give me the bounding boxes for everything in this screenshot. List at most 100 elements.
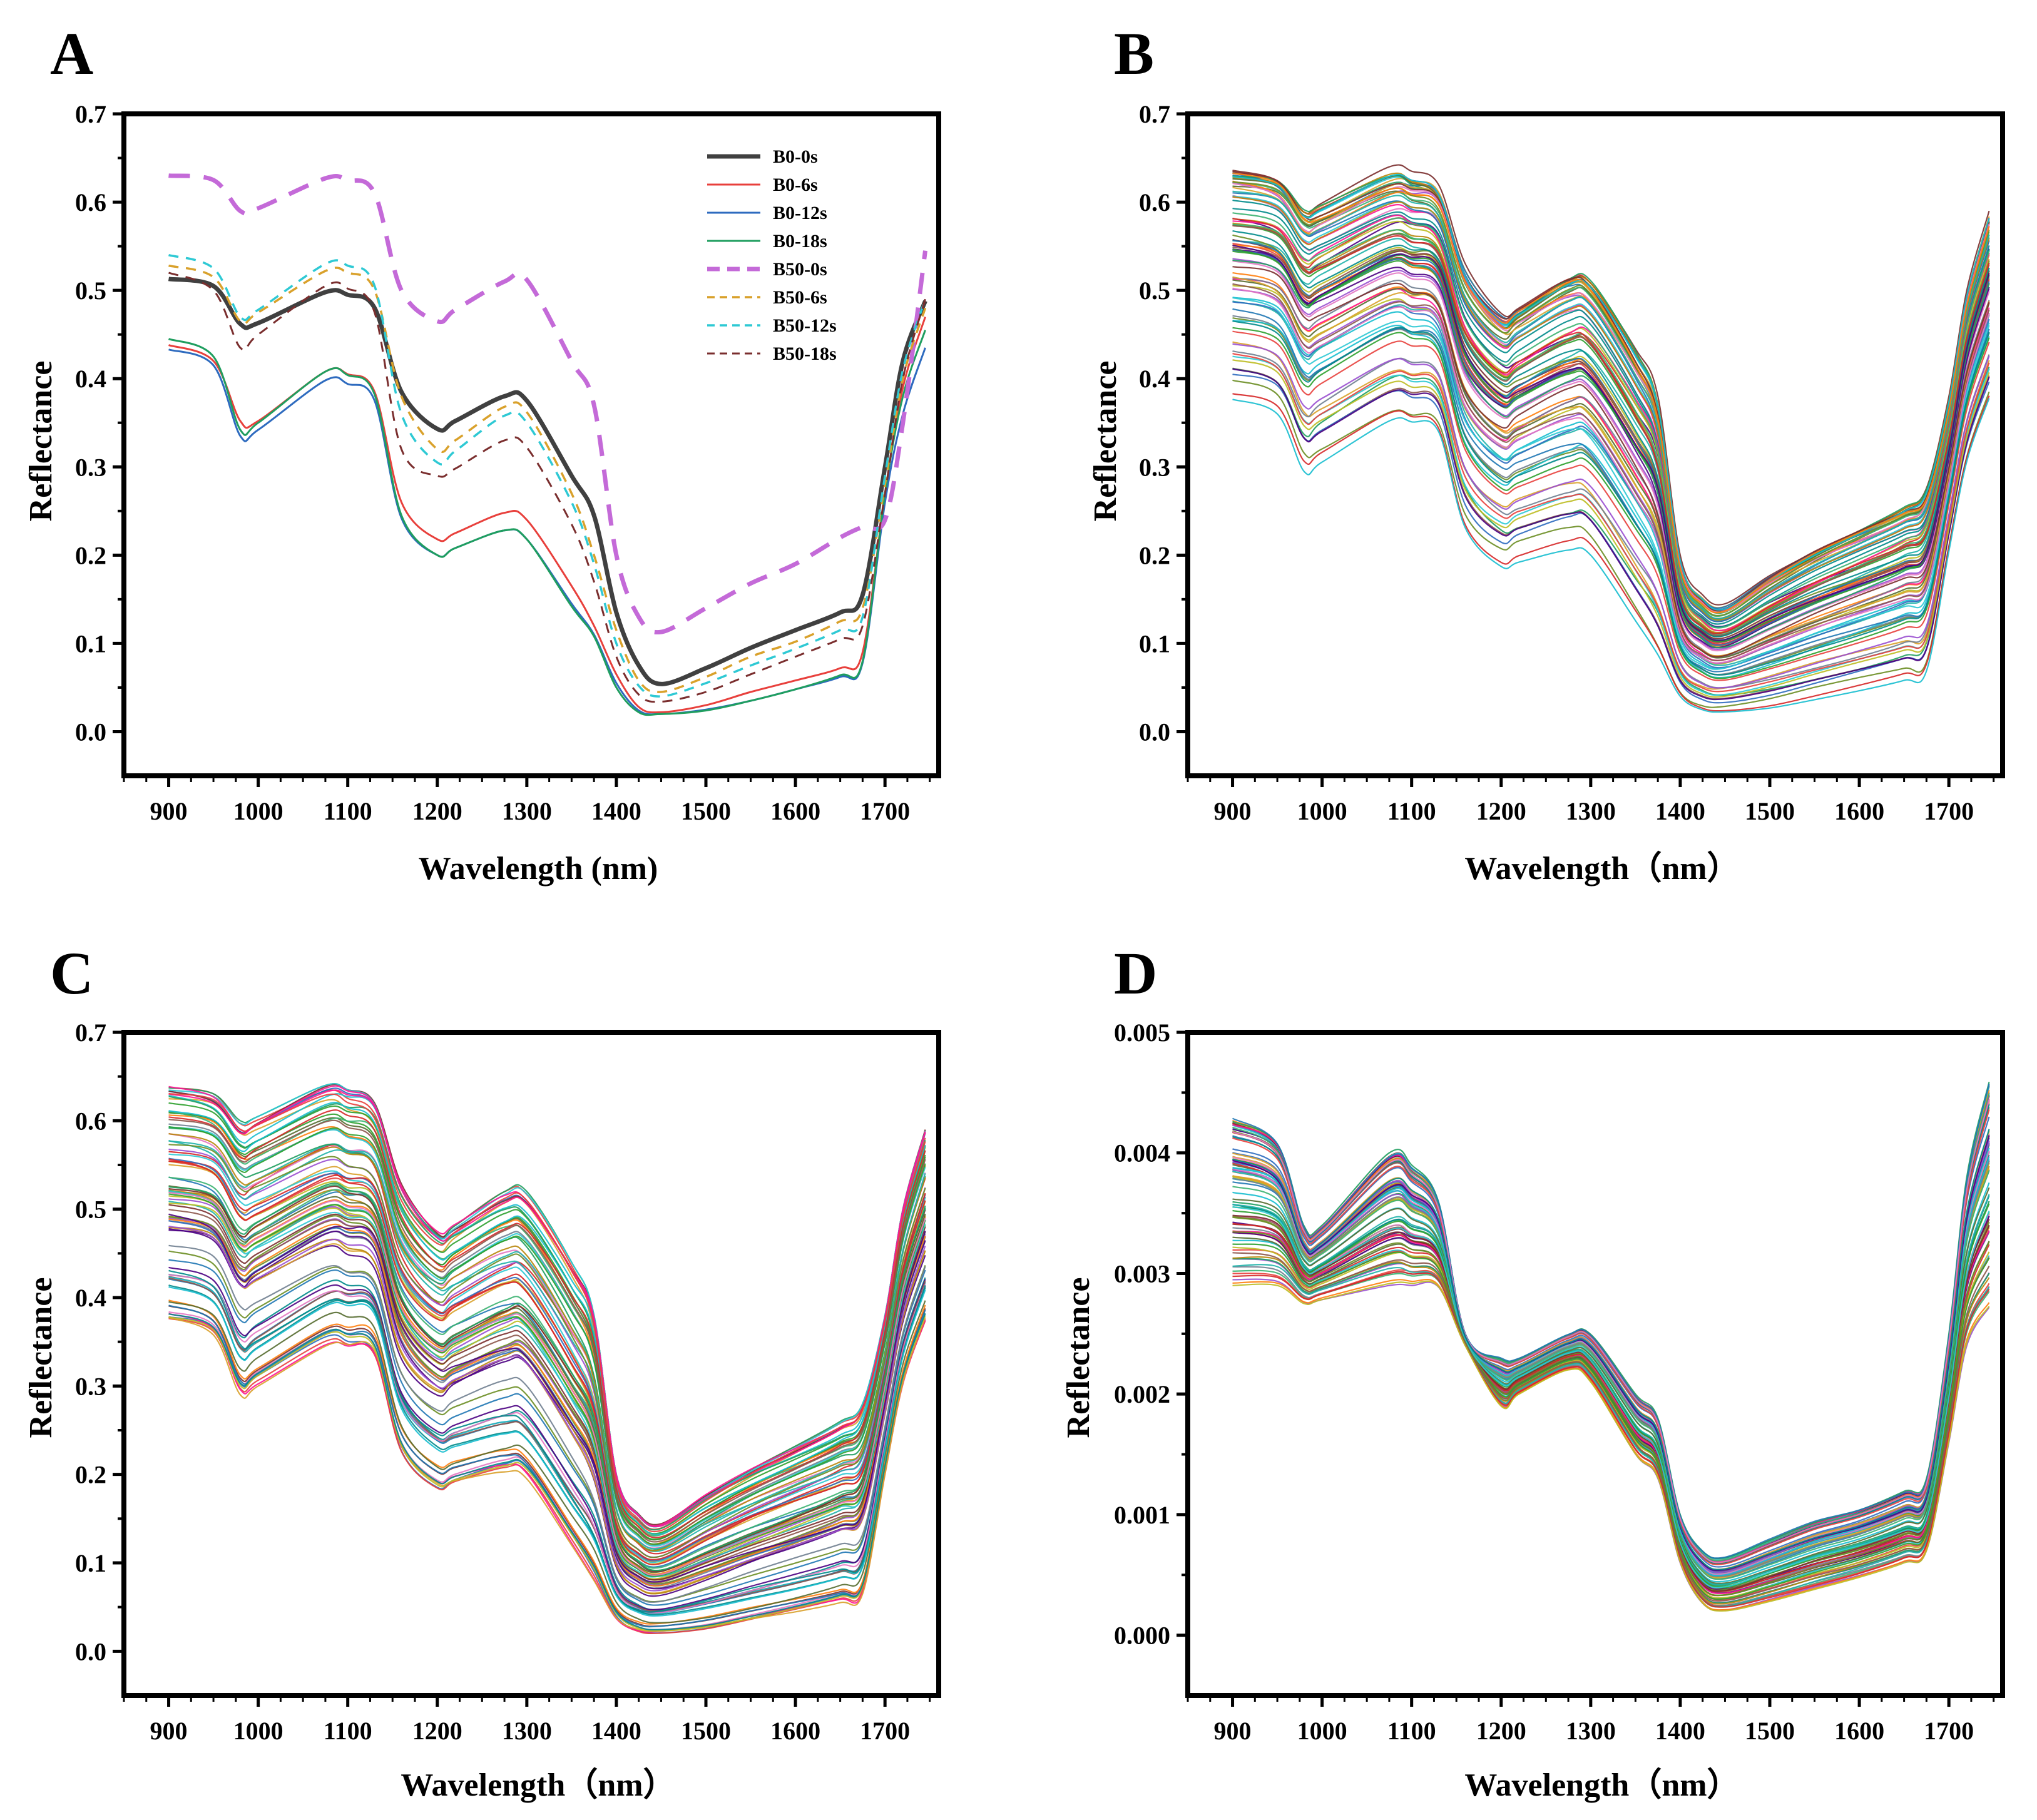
panel-d-x-tick-label: 1500 (1745, 1717, 1795, 1745)
panel-c-spectrum-line (168, 1218, 926, 1587)
panel-c-spectrum-line (168, 1250, 926, 1603)
panel-a-y-axis-title: Reflectance (23, 361, 59, 522)
panel-b-spectrum-line (1232, 212, 1990, 629)
panel-a-y-tick-label: 0.4 (75, 365, 106, 393)
panel-a-x-tick-label: 1100 (324, 797, 372, 825)
panel-c-y-tick-label: 0.1 (75, 1549, 106, 1577)
panel-c-spectrum-line (168, 1277, 926, 1612)
panel-d-x-tick-label: 1300 (1566, 1717, 1616, 1745)
panel-b-spectrum-line (1232, 297, 1990, 670)
panel-letter-c: C (50, 940, 93, 1007)
panel-d-x-axis-title: Wavelength（nm） (1464, 1767, 1739, 1803)
panel-b-x-tick-label: 1400 (1655, 797, 1705, 825)
panel-c-x-tick-label: 1700 (860, 1717, 910, 1745)
panel-b-frame (1185, 111, 2005, 778)
panel-b-x-tick-label: 1500 (1745, 797, 1795, 825)
panel-a-legend: B0-0s B0-6s B0-12s B0-18s B50-0s B50-6s B50-12… (707, 146, 837, 364)
panel-c-y-tick-label: 0.3 (75, 1372, 106, 1400)
panel-c-spectrum-line (168, 1160, 926, 1565)
panel-b-spectrum-line (1232, 283, 1990, 661)
panel-b-spectrum-line (1232, 190, 1990, 620)
panel-c-x-axis-title: Wavelength（nm） (401, 1767, 675, 1803)
legend-label-b50-12s: B50-12s (773, 315, 837, 336)
panel-b-spectrum-line (1232, 238, 1990, 641)
panel-b-series-group (1232, 164, 1990, 713)
panel-d-spectrum-line (1232, 1203, 1990, 1588)
panel-c-spectrum-line (168, 1244, 926, 1603)
panel-d-plot: 0.000 0.001 0.002 0.003 0.004 0.005 900 1000 110… (1114, 1019, 2005, 1745)
panel-d-spectrum-line (1232, 1082, 1990, 1560)
panel-d-x-tick-label: 1100 (1387, 1717, 1436, 1745)
panel-c-spectrum-line (168, 1126, 926, 1545)
panel-c-x-tick-label: 900 (150, 1717, 188, 1745)
panel-b-spectrum-line (1232, 327, 1990, 679)
panel-c-y-tick-label: 0.5 (75, 1196, 106, 1224)
panel-b-spectrum-line (1232, 277, 1990, 658)
panel-b-y-tick-label: 0.5 (1139, 277, 1170, 305)
panel-b-spectrum-line (1232, 260, 1990, 652)
panel-c-series-group (168, 1083, 926, 1635)
panel-a-x-tick-label: 1500 (681, 797, 731, 825)
panel-a-y-tick-label: 0.6 (75, 188, 106, 216)
panel-d-spectrum-line (1232, 1239, 1990, 1600)
panel-a-x-tick-label: 900 (150, 797, 188, 825)
series-line-b50-6s (168, 264, 927, 693)
panel-c-spectrum-line (168, 1226, 926, 1594)
panel-c-spectrum-line (168, 1305, 926, 1627)
panel-b-spectrum-line (1232, 300, 1990, 666)
panel-b-x-tick-label: 900 (1214, 797, 1252, 825)
panel-c-spectrum-line (168, 1176, 926, 1568)
panel-letter-d: D (1114, 940, 1157, 1007)
panel-c-spectrum-line (168, 1318, 926, 1635)
panel-b-spectrum-line (1232, 320, 1990, 676)
panel-a-series-group (168, 173, 927, 716)
panel-c-spectrum-line (168, 1185, 926, 1573)
panel-c-spectrum-line (168, 1102, 926, 1535)
panel-c-x-tick-label: 1000 (233, 1717, 283, 1745)
panel-b-spectrum-line (1232, 353, 1990, 693)
panel-b-x-tick-label: 1100 (1387, 797, 1436, 825)
panel-c-spectrum-line (168, 1259, 926, 1606)
panel-c-x-tick-label: 1600 (770, 1717, 820, 1745)
panel-d-x-tick-label: 1000 (1297, 1717, 1347, 1745)
panel-c: C 0.0 0.1 0.2 0.3 0.4 0.5 0.6 0.7 900 1000 1100 120… (23, 940, 941, 1803)
panel-c-spectrum-line (168, 1299, 926, 1625)
panel-c-spectrum-line (168, 1112, 926, 1540)
panel-b-spectrum-line (1232, 240, 1990, 641)
panel-d-y-tick-label: 0.003 (1114, 1259, 1170, 1288)
panel-b-spectrum-line (1232, 287, 1990, 664)
legend-label-b0-0s: B0-0s (773, 146, 818, 167)
panel-a-x-tick-label: 1600 (770, 797, 820, 825)
panel-d-spectrum-line (1232, 1271, 1990, 1608)
panel-d-spectrum-line (1232, 1214, 1990, 1592)
panel-b-spectrum-line (1232, 330, 1990, 681)
panel-c-spectrum-line (168, 1313, 926, 1630)
panel-b-x-tick-label: 1600 (1834, 797, 1884, 825)
series-line-b50-0s (168, 173, 927, 635)
panel-d-x-tick-label: 1600 (1834, 1717, 1884, 1745)
panel-c-spectrum-line (168, 1182, 926, 1572)
panel-a-y-tick-label: 0.2 (75, 541, 106, 569)
legend-label-b0-12s: B0-12s (773, 203, 827, 223)
panel-d-frame (1185, 1030, 2005, 1698)
panel-b-x-tick-label: 1300 (1566, 797, 1616, 825)
panel-c-y-axis-title: Reflectance (23, 1278, 59, 1438)
panel-c-spectrum-line (168, 1274, 926, 1614)
panel-c-spectrum-line (168, 1266, 926, 1610)
panel-b-x-tick-label: 1200 (1476, 797, 1526, 825)
panel-b-spectrum-line (1232, 192, 1990, 623)
legend-label-b0-6s: B0-6s (773, 175, 818, 195)
panel-b-x-tick-label: 1700 (1924, 797, 1974, 825)
panel-d-spectrum-line (1232, 1252, 1990, 1602)
panel-d-spectrum-line (1232, 1187, 1990, 1584)
panel-c-spectrum-line (168, 1316, 926, 1632)
panel-c-spectrum-line (168, 1225, 926, 1592)
panel-b-plot: 0.0 0.1 0.2 0.3 0.4 0.5 0.6 0.7 900 1000 1100 1200 1… (1139, 100, 2005, 825)
panel-b-spectrum-line (1232, 266, 1990, 658)
legend-label-b50-18s: B50-18s (773, 343, 837, 364)
panel-c-spectrum-line (168, 1144, 926, 1558)
panel-c-spectrum-line (168, 1083, 926, 1528)
panel-d-spectrum-line (1232, 1194, 1990, 1585)
panel-b-y-axis-title: Reflectance (1088, 361, 1123, 522)
